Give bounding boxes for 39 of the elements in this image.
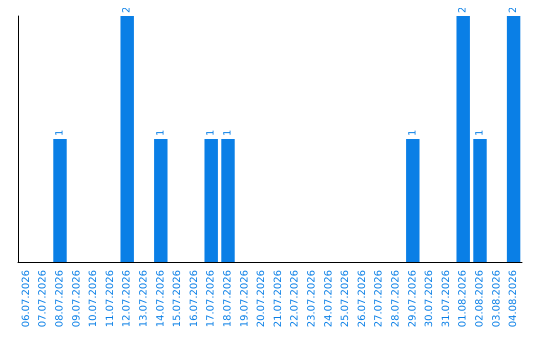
x-tick-label: 24.07.2026 xyxy=(323,270,334,328)
data-label: 1 xyxy=(54,130,66,136)
data-label: 2 xyxy=(458,6,469,13)
x-tick-label: 10.07.2026 xyxy=(88,270,100,328)
data-label: 2 xyxy=(122,6,133,13)
x-tick-label: 09.07.2026 xyxy=(71,270,82,328)
data-label: 2 xyxy=(508,6,520,13)
data-label: 1 xyxy=(222,130,234,136)
x-tick-label: 18.07.2026 xyxy=(222,270,234,328)
x-tick-label: 19.07.2026 xyxy=(239,270,250,328)
x-tick-label: 01.08.2026 xyxy=(458,270,469,328)
x-tick-label: 26.07.2026 xyxy=(356,270,368,328)
x-tick-label: 13.07.2026 xyxy=(138,270,150,328)
x-tick-label: 14.07.2026 xyxy=(155,270,166,328)
x-tick-label: 12.07.2026 xyxy=(122,270,133,328)
x-tick-label: 23.07.2026 xyxy=(306,270,318,328)
x-tick-label: 11.07.2026 xyxy=(104,270,116,328)
x-tick-label: 29.07.2026 xyxy=(407,270,418,328)
x-tick-label: 25.07.2026 xyxy=(340,270,352,328)
x-tick-label: 16.07.2026 xyxy=(188,270,200,328)
x-tick-label: 06.07.2026 xyxy=(20,270,32,328)
x-tick-label: 28.07.2026 xyxy=(390,270,402,328)
data-label: 1 xyxy=(474,130,486,136)
x-tick-label: 04.08.2026 xyxy=(508,270,520,328)
x-tick-label: 15.07.2026 xyxy=(172,270,184,328)
data-label: 1 xyxy=(407,130,418,136)
data-label: 1 xyxy=(206,130,217,136)
x-tick-label: 22.07.2026 xyxy=(290,270,301,328)
x-tick-label: 17.07.2026 xyxy=(206,270,217,328)
x-tick-label: 21.07.2026 xyxy=(272,270,284,328)
x-tick-label: 20.07.2026 xyxy=(256,270,268,328)
x-tick-label: 27.07.2026 xyxy=(374,270,385,328)
x-tick-label: 08.07.2026 xyxy=(54,270,66,328)
data-label: 1 xyxy=(155,130,166,136)
x-tick-label: 30.07.2026 xyxy=(424,270,436,328)
x-tick-label: 03.08.2026 xyxy=(491,270,502,328)
x-tick-label: 07.07.2026 xyxy=(38,270,49,328)
x-tick-label: 02.08.2026 xyxy=(474,270,486,328)
x-tick-label: 31.07.2026 xyxy=(440,270,452,328)
